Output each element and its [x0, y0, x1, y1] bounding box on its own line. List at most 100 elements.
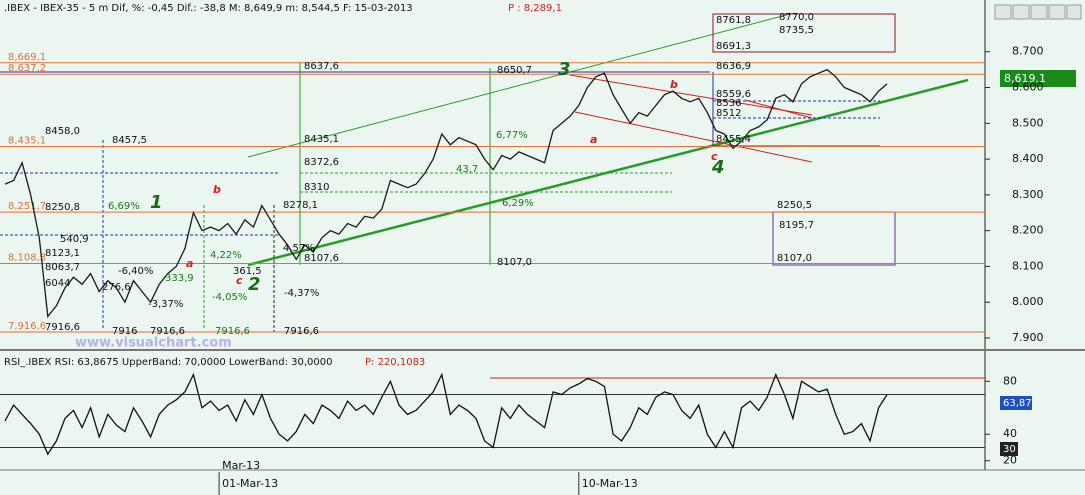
y-tick-label: 8.200: [1012, 224, 1044, 237]
month-label: Mar-13: [222, 459, 260, 472]
button[interactable]: [994, 4, 1012, 20]
annotation: -4,05%: [212, 292, 247, 303]
wave-label: 1: [150, 192, 163, 213]
annotation: 8536: [716, 98, 741, 109]
annotation: 8310: [304, 182, 329, 193]
y-tick-label: 8.000: [1012, 295, 1044, 308]
annotation: 4,57%: [283, 243, 315, 254]
annotation: 8735,5: [779, 25, 814, 36]
y-tick-label: 8.400: [1012, 152, 1044, 165]
wave-label: a: [186, 257, 193, 270]
annotation: 8195,7: [779, 220, 814, 231]
y-tick-label: 8.300: [1012, 188, 1044, 201]
wave-label: c: [711, 150, 718, 163]
channel-line: [574, 111, 813, 163]
series-line: [4, 372, 888, 456]
wave-label: 3: [558, 59, 571, 80]
header-price: P : 8,289,1: [508, 3, 562, 14]
x-tick-label: 10-Mar-13: [582, 477, 638, 490]
annotation: 333,9: [165, 273, 194, 284]
level-label: 7,916,6: [8, 321, 46, 332]
y-tick-label: 20: [1003, 454, 1017, 467]
annotation: 8372,6: [304, 157, 339, 168]
price-box: [1000, 70, 1076, 87]
wave-label: 4: [711, 157, 725, 178]
y-tick-label: 8.500: [1012, 116, 1044, 129]
y-tick-label: 8.700: [1012, 45, 1044, 58]
y-tick-label: 8.100: [1012, 259, 1044, 272]
y-tick-label: 7.900: [1012, 331, 1044, 344]
series-line: [4, 68, 888, 319]
annotation: 8457,5: [112, 135, 147, 146]
header: .IBEX - IBEX-35 - 5 m Dif, %: -0,45 Dif.…: [4, 3, 413, 14]
band-label: 30: [1003, 444, 1016, 455]
annotation: 8636,9: [716, 61, 751, 72]
button[interactable]: [1048, 4, 1066, 20]
annotation: 8278,1: [283, 200, 318, 211]
annotation: 361,5: [233, 266, 262, 277]
annotation: 6044: [45, 278, 70, 289]
annotation: 7916: [112, 326, 137, 337]
annotation: 8250,5: [777, 200, 812, 211]
projection-box: [712, 13, 896, 53]
annotation: 43,7: [456, 164, 478, 175]
annotation: 8650,7: [497, 65, 532, 76]
price-box-label: 8,619.1: [1004, 72, 1046, 85]
rsi-header-price: P: 220,1083: [365, 357, 425, 368]
annotation: 8691,3: [716, 41, 751, 52]
annotation: 4,22%: [210, 250, 242, 261]
annotation: 6,29%: [502, 198, 534, 209]
band-box: [1000, 442, 1018, 456]
wave-label: b: [213, 183, 221, 196]
button[interactable]: [1012, 4, 1030, 20]
annotation: -3,37%: [148, 299, 183, 310]
level-label: 8,251,7: [8, 201, 46, 212]
annotation: 8512: [716, 108, 741, 119]
annotation: 8455,4: [716, 134, 751, 145]
annotation: 8559,6: [716, 89, 751, 100]
level-label: 8,435,1: [8, 136, 46, 147]
level-label: 8,669,1: [8, 52, 46, 63]
annotation: 276,6: [102, 282, 131, 293]
annotation: 7916,6: [150, 326, 185, 337]
annotation: 8435,1: [304, 134, 339, 145]
toolbar: [994, 4, 1082, 20]
annotation: 6,77%: [496, 130, 528, 141]
annotation: 8637,6: [304, 61, 339, 72]
channel-line: [744, 99, 813, 119]
rsi-value-label: 63,87: [1003, 398, 1032, 409]
annotation: 8458,0: [45, 126, 80, 137]
y-tick-label: 8.600: [1012, 81, 1044, 94]
annotation: 7916,6: [215, 326, 250, 337]
annotation: 7916,6: [45, 322, 80, 333]
annotation: 7916,6: [284, 326, 319, 337]
annotation: 8123,1: [45, 248, 80, 259]
annotation: 8063,7: [45, 262, 80, 273]
trend-line: [247, 13, 791, 158]
annotation: 8761,8: [716, 15, 751, 26]
annotation: 8107,6: [304, 253, 339, 264]
annotation: -6,40%: [118, 266, 153, 277]
annotation: 8250,8: [45, 202, 80, 213]
level-label: 8,637,2: [8, 63, 46, 74]
y-tick-label: 80: [1003, 374, 1017, 387]
annotation: 6,69%: [108, 201, 140, 212]
rsi-header: RSI_.IBEX RSI: 63,8675 UpperBand: 70,000…: [4, 357, 332, 368]
annotation: 8107,0: [497, 257, 532, 268]
button[interactable]: [1066, 4, 1082, 20]
annotation: 540,9: [60, 234, 89, 245]
wave-label: 2: [248, 274, 261, 295]
annotation: 8107,0: [777, 253, 812, 264]
button[interactable]: [1030, 4, 1048, 20]
rsi-value-box: [1000, 396, 1032, 410]
wave-label: c: [236, 274, 243, 287]
x-tick-label: 01-Mar-13: [222, 477, 278, 490]
drawings: [0, 13, 985, 379]
annotation: -4,37%: [284, 288, 319, 299]
watermark: www.visualchart.com: [75, 336, 232, 351]
wave-label: b: [670, 78, 678, 91]
annotation: 8770,0: [779, 12, 814, 23]
level-label: 8,108,3: [8, 252, 46, 263]
